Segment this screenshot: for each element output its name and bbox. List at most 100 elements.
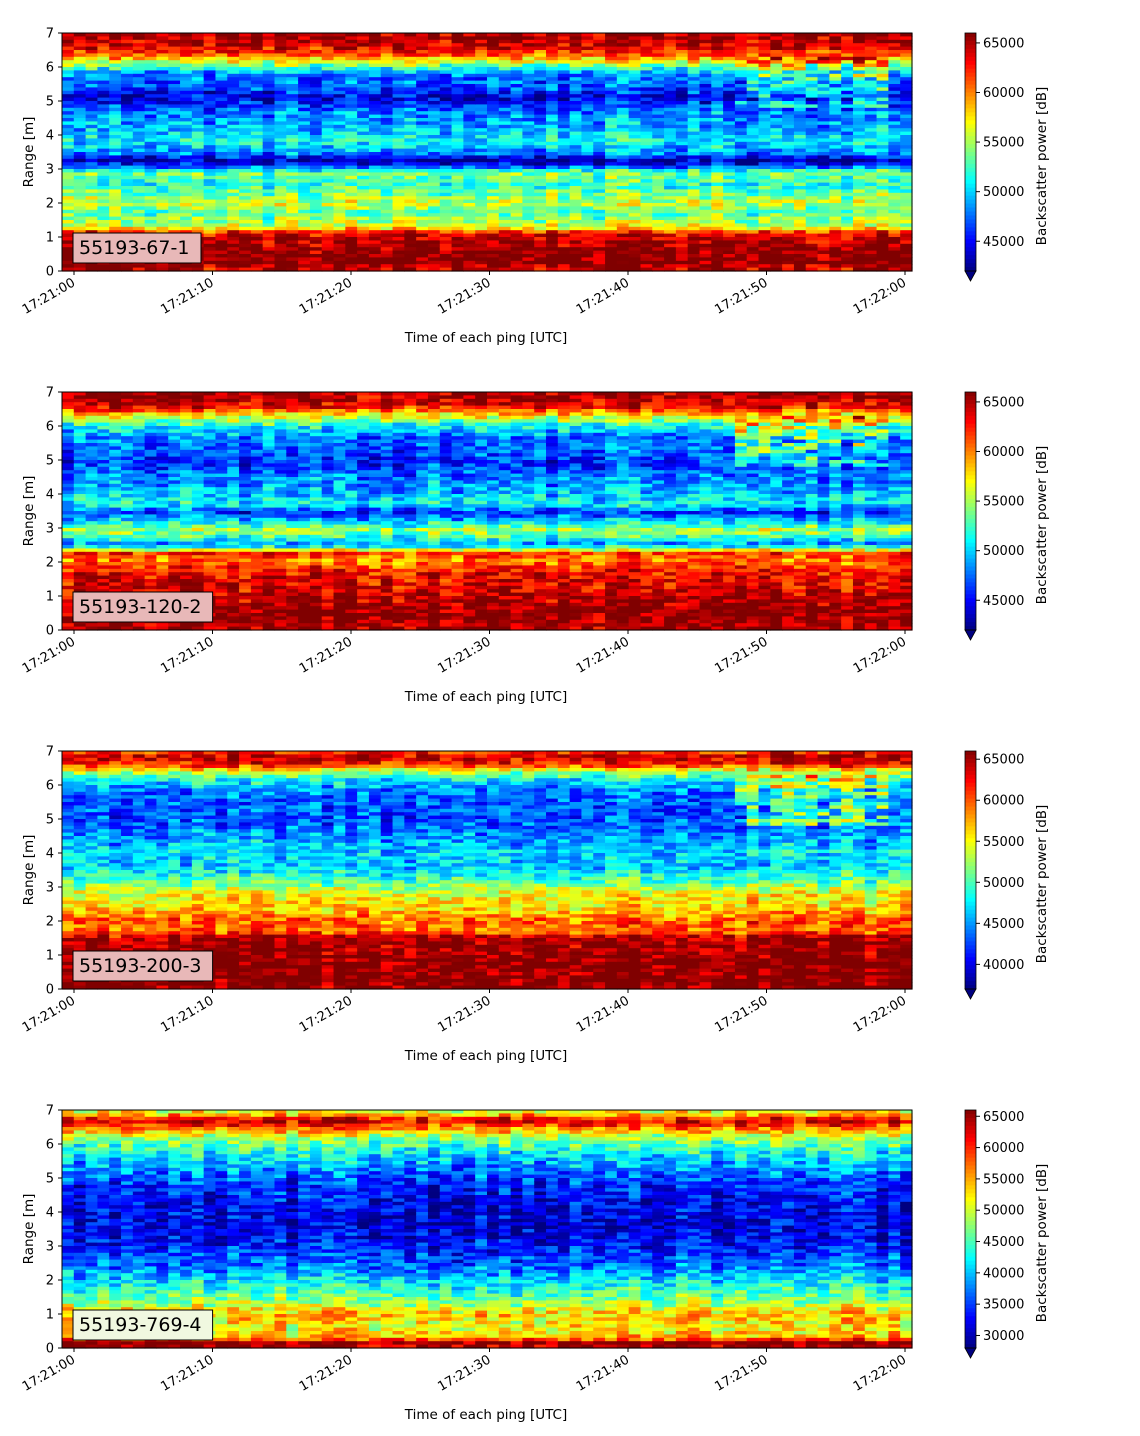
- heatmap-cell: [428, 138, 440, 142]
- heatmap-cell: [676, 261, 688, 265]
- heatmap-cell: [428, 261, 440, 265]
- heatmap-cell: [511, 162, 523, 166]
- heatmap-cell: [782, 247, 794, 251]
- heatmap-cell: [865, 213, 877, 217]
- heatmap-cell: [570, 213, 582, 217]
- heatmap-cell: [310, 138, 322, 142]
- heatmap-cell: [818, 145, 830, 149]
- heatmap-cell: [735, 196, 747, 200]
- heatmap-cell: [676, 162, 688, 166]
- heatmap-cell: [298, 138, 310, 142]
- heatmap-cell: [640, 162, 652, 166]
- heatmap-cell: [275, 155, 287, 159]
- heatmap-cell: [534, 138, 546, 142]
- heatmap-cell: [546, 206, 558, 210]
- heatmap-cell: [853, 145, 865, 149]
- heatmap-cell: [664, 261, 676, 265]
- heatmap-cell: [369, 223, 381, 227]
- heatmap-cell: [629, 145, 641, 149]
- heatmap-cell: [121, 196, 133, 200]
- heatmap-cell: [877, 128, 889, 132]
- heatmap-cell: [581, 206, 593, 210]
- heatmap-cell: [263, 223, 275, 227]
- heatmap-cell: [204, 213, 216, 217]
- heatmap-cell: [310, 240, 322, 244]
- heatmap-cell: [428, 206, 440, 210]
- heatmap-cell: [581, 162, 593, 166]
- heatmap-cell: [215, 162, 227, 166]
- heatmap-cell: [877, 261, 889, 265]
- heatmap-cell: [156, 189, 168, 193]
- heatmap-cell: [829, 240, 841, 244]
- heatmap-cell: [475, 196, 487, 200]
- heatmap-cell: [345, 172, 357, 176]
- heatmap-cell: [487, 223, 499, 227]
- heatmap-cell: [829, 179, 841, 183]
- heatmap-cell: [735, 206, 747, 210]
- heatmap-cell: [322, 206, 334, 210]
- heatmap-cell: [404, 138, 416, 142]
- heatmap-cell: [475, 240, 487, 244]
- heatmap-cell: [770, 189, 782, 193]
- heatmap-cell: [534, 223, 546, 227]
- heatmap-cell: [640, 155, 652, 159]
- heatmap-cell: [711, 206, 723, 210]
- heatmap-cell: [381, 145, 393, 149]
- heatmap-cell: [452, 172, 464, 176]
- heatmap-cell: [664, 189, 676, 193]
- heatmap-cell: [109, 145, 121, 149]
- heatmap-cell: [357, 189, 369, 193]
- heatmap-cell: [310, 128, 322, 132]
- heatmap-cell: [416, 247, 428, 251]
- heatmap-cell: [759, 213, 771, 217]
- heatmap-cell: [676, 145, 688, 149]
- heatmap-cell: [711, 196, 723, 200]
- heatmap-cell: [168, 138, 180, 142]
- heatmap-cell: [581, 155, 593, 159]
- heatmap-cell: [109, 223, 121, 227]
- heatmap-cell: [121, 128, 133, 132]
- heatmap-cell: [133, 145, 145, 149]
- heatmap-cell: [475, 213, 487, 217]
- heatmap-cell: [156, 179, 168, 183]
- heatmap-cell: [770, 145, 782, 149]
- heatmap-cell: [463, 223, 475, 227]
- heatmap-cell: [463, 230, 475, 234]
- heatmap-cell: [829, 223, 841, 227]
- heatmap-cell: [263, 206, 275, 210]
- heatmap-cell: [168, 223, 180, 227]
- heatmap-cell: [86, 206, 98, 210]
- heatmap-cell: [723, 138, 735, 142]
- heatmap-cell: [263, 172, 275, 176]
- heatmap-cell: [853, 138, 865, 142]
- heatmap-cell: [534, 179, 546, 183]
- heatmap-cell: [215, 155, 227, 159]
- heatmap-cell: [806, 206, 818, 210]
- heatmap-cell: [263, 189, 275, 193]
- heatmap-cell: [782, 172, 794, 176]
- heatmap-cell: [581, 128, 593, 132]
- heatmap-cell: [605, 155, 617, 159]
- heatmap-cell: [865, 230, 877, 234]
- heatmap-cell: [664, 138, 676, 142]
- heatmap-cell: [286, 189, 298, 193]
- heatmap-cell: [215, 213, 227, 217]
- heatmap-cell: [487, 247, 499, 251]
- heatmap-cell: [145, 196, 157, 200]
- heatmap-cell: [109, 196, 121, 200]
- heatmap-cell: [676, 138, 688, 142]
- heatmap-cell: [369, 189, 381, 193]
- heatmap-cell: [404, 196, 416, 200]
- heatmap-cell: [759, 196, 771, 200]
- heatmap-cell: [109, 206, 121, 210]
- heatmap-cell: [369, 155, 381, 159]
- heatmap-cell: [227, 189, 239, 193]
- heatmap-cell: [180, 138, 192, 142]
- heatmap-cell: [227, 179, 239, 183]
- heatmap-cell: [853, 223, 865, 227]
- heatmap-cell: [676, 206, 688, 210]
- heatmap-cell: [511, 223, 523, 227]
- heatmap-cell: [156, 128, 168, 132]
- heatmap-cell: [393, 223, 405, 227]
- heatmap-cell: [806, 196, 818, 200]
